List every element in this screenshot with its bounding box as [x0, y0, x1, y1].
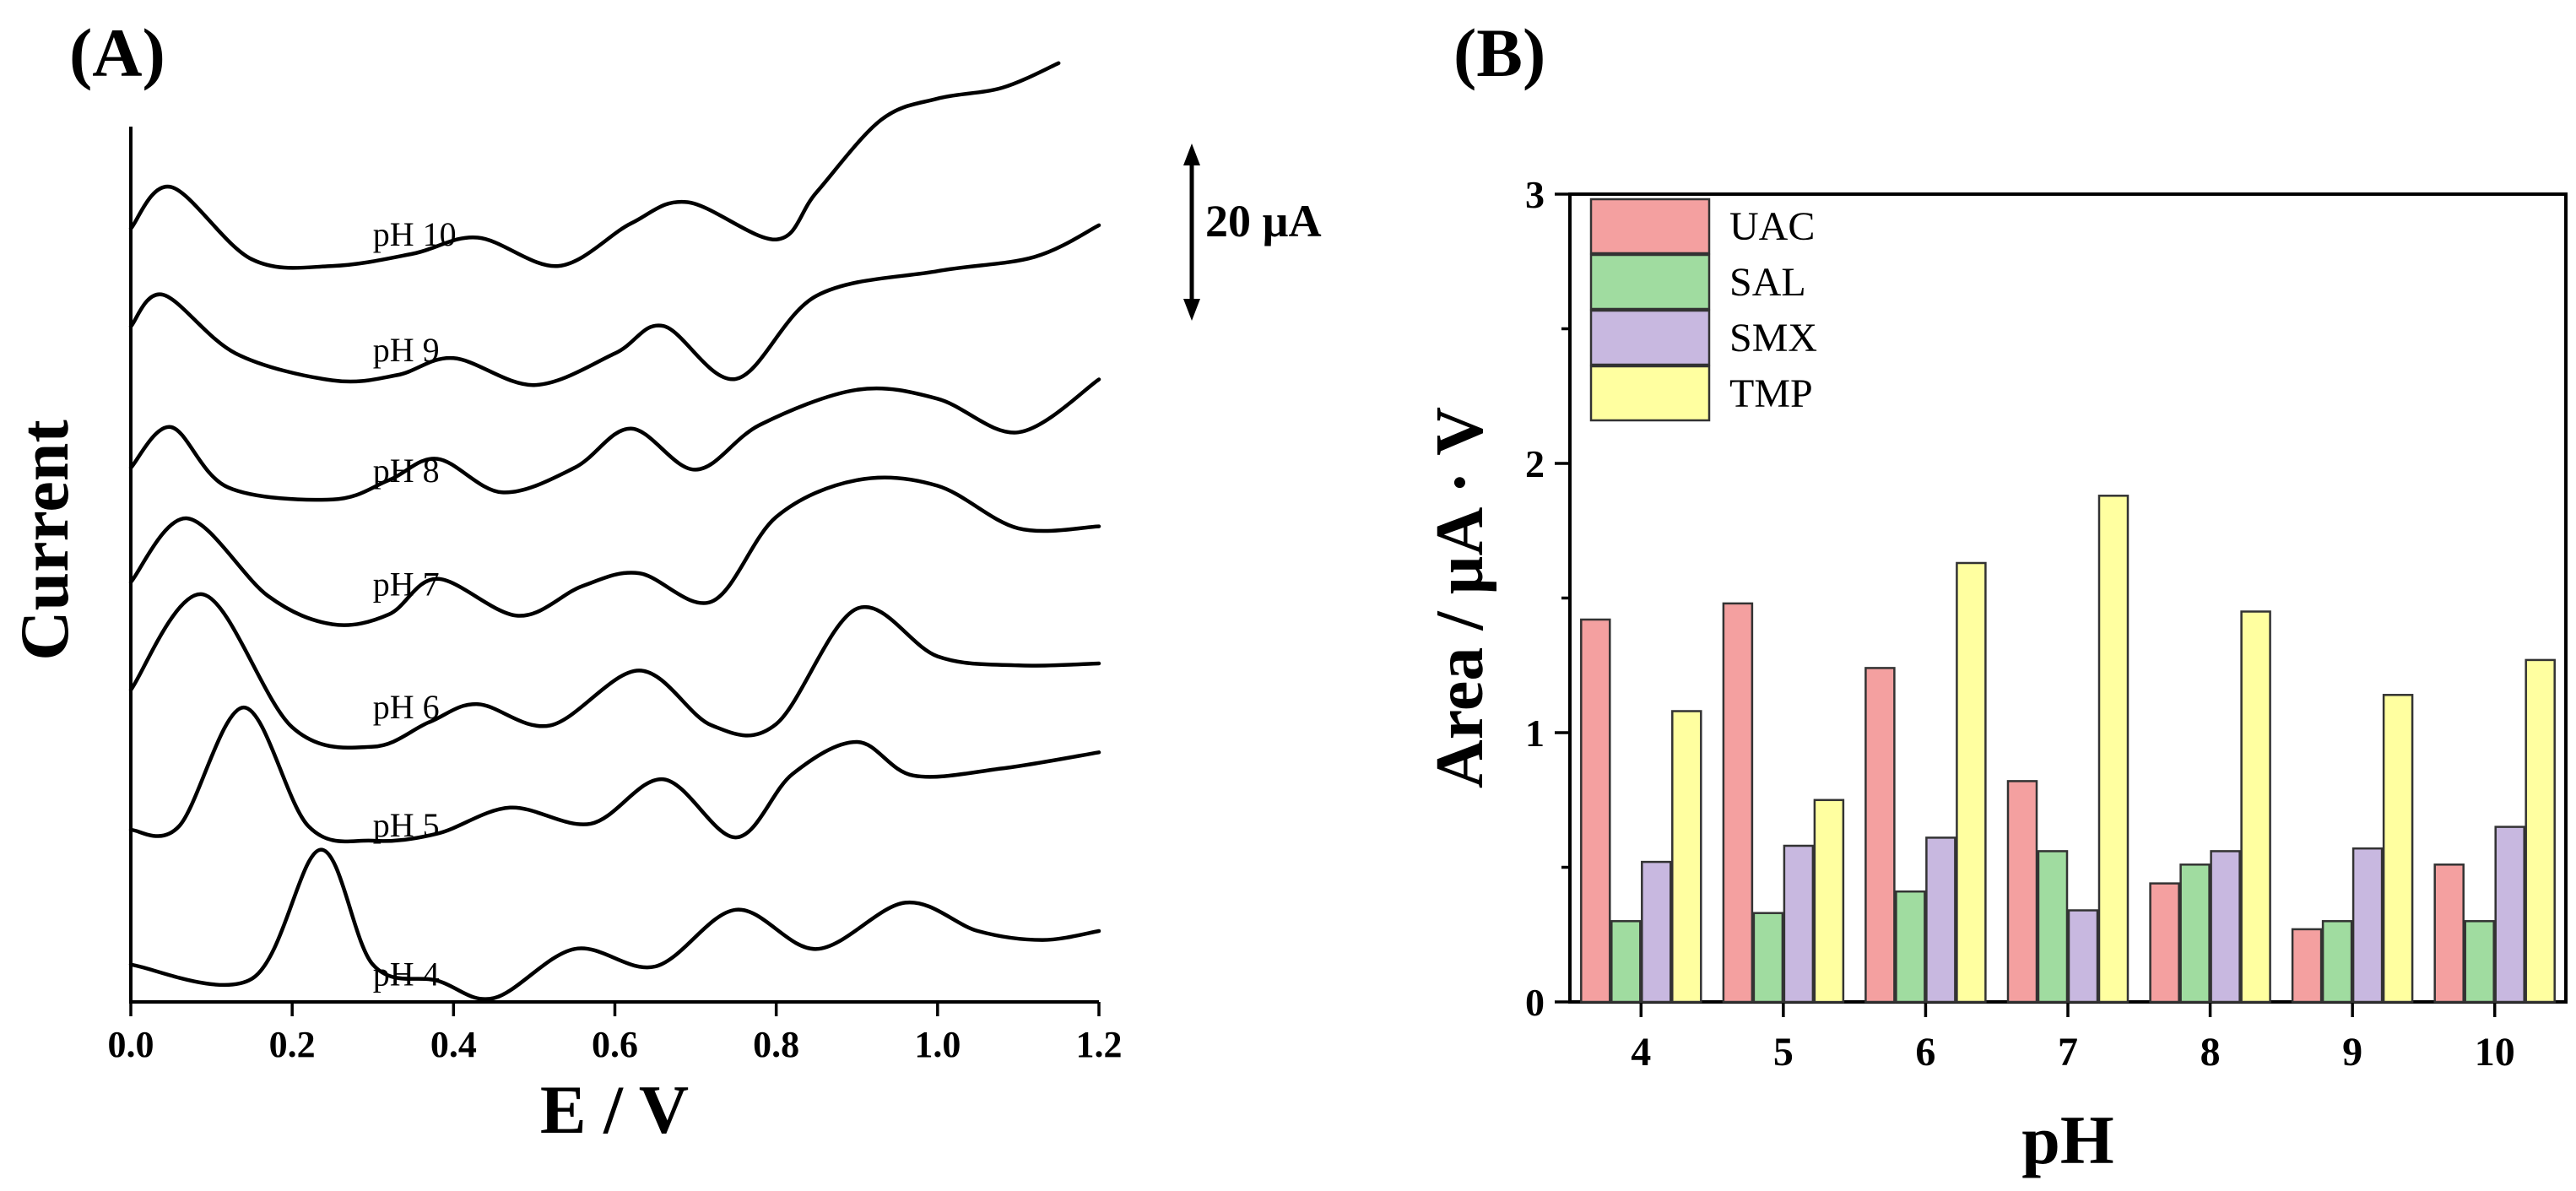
panel-a-curve-labels: pH 10 pH 9 pH 8 pH 7 pH 6 pH 5 pH 4	[373, 215, 457, 993]
curve-ph-9	[128, 223, 1101, 387]
bar-tmp-ph7	[2097, 495, 2130, 1004]
bar-smx-ph8	[2210, 850, 2241, 1004]
panel-a-label: (A)	[69, 14, 165, 91]
curve-ph-7	[128, 475, 1101, 627]
bar-uac-ph10	[2433, 863, 2465, 1004]
panel-a-curves	[128, 61, 1101, 1001]
bar-uac-ph8	[2149, 882, 2180, 1004]
bar-tmp-ph9	[2382, 694, 2414, 1004]
curve-ph-4	[128, 847, 1101, 1001]
panel-a-x-tick-label: 1.0	[914, 1024, 961, 1065]
bar-smx-ph6	[1925, 836, 1956, 1004]
curve-label-ph-9: pH 9	[373, 331, 440, 369]
bar-uac-ph6	[1864, 667, 1896, 1004]
panel-b-y-ticks: 0 1 2 3	[1525, 173, 1570, 1024]
bar-smx-ph10	[2494, 826, 2525, 1004]
scale-bar-arrow-up	[1183, 143, 1200, 165]
legend-swatch-uac	[1589, 198, 1711, 255]
curve-ph-5	[128, 705, 1101, 844]
bar-tmp-ph8	[2240, 610, 2271, 1004]
curve-label-ph-8: pH 8	[373, 452, 440, 490]
legend-label-smx: SMX	[1729, 316, 1817, 360]
panel-b-x-axis-label: pH	[2021, 1102, 2113, 1178]
panel-b-legend: UAC SAL SMX TMP	[1589, 198, 1817, 422]
panel-b-x-tick-label: 6	[1915, 1030, 1935, 1075]
panel-a-x-tick-label: 0.4	[430, 1024, 477, 1065]
curve-ph-8	[128, 377, 1101, 502]
panel-a-x-axis-label: E / V	[540, 1071, 689, 1148]
panel-b-y-tick-label: 0	[1525, 981, 1545, 1024]
bar-sal-ph5	[1752, 912, 1784, 1004]
bar-sal-ph8	[2179, 863, 2211, 1004]
panel-a-x-tick-label: 0.8	[753, 1024, 799, 1065]
legend-label-tmp: TMP	[1729, 371, 1813, 416]
panel-b-bars	[1580, 495, 2556, 1004]
scale-bar-arrow-down	[1183, 299, 1200, 321]
bar-sal-ph9	[2321, 920, 2353, 1004]
curve-label-ph-5: pH 5	[373, 806, 440, 844]
bar-smx-ph7	[2067, 909, 2099, 1004]
scale-bar-label: 20 µA	[1205, 196, 1322, 246]
panel-a-x-tick-label: 0.0	[108, 1024, 154, 1065]
panel-b-y-tick-label: 1	[1525, 712, 1545, 755]
bar-tmp-ph6	[1956, 561, 1987, 1004]
panel-a-y-axis-label: Current	[6, 420, 83, 660]
panel-b-x-tick-label: 9	[2342, 1030, 2362, 1075]
panel-b-y-tick-label: 3	[1525, 173, 1545, 216]
panel-a-dpv-chart: (A) 0.0 0.2 0.4 0.6 0.8 1.0 1.2 E / V Current …	[6, 14, 1322, 1148]
legend-swatch-sal	[1589, 253, 1711, 311]
panel-b-bar-chart: (B) 0 1 2 3 4 5 6 7 8 9 10 UAC SAL SMX TMP pH Area /…	[1423, 14, 2568, 1178]
panel-b-x-ticks: 4 5 6 7 8 9 10	[1631, 1002, 2515, 1075]
bar-smx-ph5	[1783, 844, 1815, 1004]
bar-uac-ph5	[1722, 602, 1754, 1004]
panel-a-scale-bar: 20 µA	[1183, 143, 1322, 321]
bar-tmp-ph5	[1813, 799, 1845, 1004]
curve-ph-6	[128, 593, 1101, 750]
curve-label-ph-7: pH 7	[373, 565, 440, 603]
bar-tmp-ph10	[2525, 658, 2556, 1004]
bar-smx-ph9	[2351, 847, 2384, 1004]
panel-b-x-tick-label: 5	[1773, 1030, 1794, 1075]
bar-uac-ph4	[1580, 618, 1611, 1004]
bar-sal-ph6	[1895, 890, 1926, 1004]
panel-b-x-tick-label: 7	[2058, 1030, 2078, 1075]
legend-swatch-smx	[1589, 309, 1711, 366]
panel-b-y-axis-label: Area / µA · V	[1423, 407, 1497, 788]
panel-a-x-ticks: 0.0 0.2 0.4 0.6 0.8 1.0 1.2	[108, 1002, 1123, 1065]
curve-label-ph-4: pH 4	[373, 955, 440, 993]
panel-b-x-tick-label: 10	[2475, 1030, 2515, 1075]
bar-tmp-ph4	[1671, 710, 1702, 1004]
panel-b-y-tick-label: 2	[1525, 442, 1545, 485]
bar-sal-ph4	[1610, 920, 1642, 1004]
bar-sal-ph10	[2464, 920, 2495, 1004]
curve-label-ph-10: pH 10	[373, 215, 457, 253]
panel-b-label: (B)	[1453, 14, 1545, 91]
panel-a-x-tick-label: 0.2	[269, 1024, 316, 1065]
bar-uac-ph9	[2291, 928, 2323, 1004]
legend-label-sal: SAL	[1729, 260, 1806, 305]
bar-uac-ph7	[2006, 780, 2038, 1004]
panel-b-x-tick-label: 4	[1631, 1030, 1651, 1075]
panel-b-x-tick-label: 8	[2200, 1030, 2221, 1075]
legend-label-uac: UAC	[1729, 204, 1815, 249]
curve-label-ph-6: pH 6	[373, 688, 440, 726]
curve-ph-10	[128, 61, 1061, 270]
bar-sal-ph7	[2037, 850, 2069, 1004]
panel-a-x-tick-label: 0.6	[592, 1024, 638, 1065]
legend-swatch-tmp	[1589, 365, 1711, 422]
bar-smx-ph4	[1641, 860, 1672, 1004]
panel-a-x-tick-label: 1.2	[1076, 1024, 1123, 1065]
